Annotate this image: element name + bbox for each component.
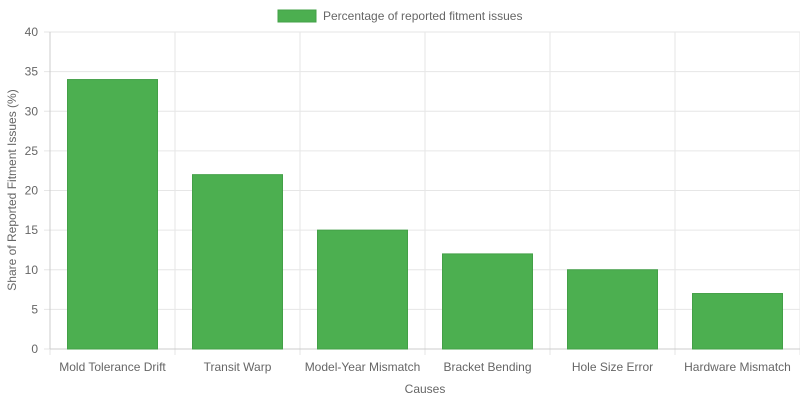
y-tick-label: 20 [25,184,39,198]
x-tick-label: Bracket Bending [443,360,531,374]
legend[interactable]: Percentage of reported fitment issues [277,9,522,23]
bar[interactable] [67,79,158,350]
grid [44,31,800,355]
y-tick-label: 30 [25,104,39,118]
x-tick-label: Hardware Mismatch [684,360,791,374]
legend-label[interactable]: Percentage of reported fitment issues [323,9,522,23]
bars [67,79,783,350]
y-tick-label: 0 [31,342,38,356]
y-tick-label: 10 [25,263,39,277]
bar[interactable] [317,229,408,350]
y-axis-title: Share of Reported Fitment Issues (%) [5,89,19,290]
bar[interactable] [567,269,658,350]
y-tick-label: 15 [25,223,39,237]
bar[interactable] [692,293,783,350]
x-axis-ticks: Mold Tolerance Drift Transit Warp Model-Ye… [59,360,791,374]
x-tick-label: Model-Year Mismatch [305,360,421,374]
bar[interactable] [442,253,533,350]
y-tick-label: 35 [25,65,39,79]
x-tick-label: Hole Size Error [572,360,653,374]
y-tick-label: 5 [31,302,38,316]
x-tick-label: Transit Warp [204,360,272,374]
x-axis-title: Causes [405,382,446,396]
bar[interactable] [192,174,283,350]
y-tick-label: 25 [25,144,39,158]
y-axis-ticks: 0 5 10 15 20 25 30 35 40 [25,25,39,356]
y-tick-label: 40 [25,25,39,39]
x-tick-label: Mold Tolerance Drift [59,360,166,374]
legend-swatch[interactable] [277,9,317,23]
